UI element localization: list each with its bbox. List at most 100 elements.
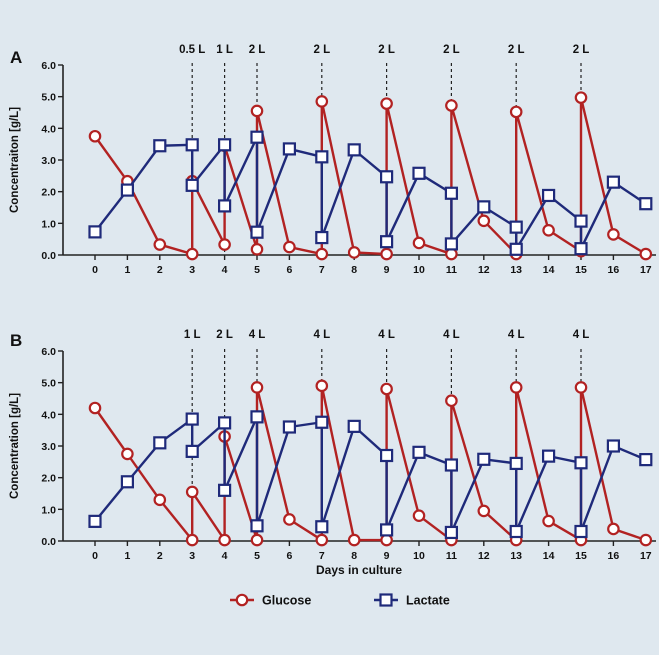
glucose-point [380,97,393,110]
lactate-point [218,199,232,213]
lactate-point [250,225,264,239]
lactate-point [153,139,167,153]
y-tick-label: 2.0 [41,187,56,199]
feed-label: 4 L [573,329,590,341]
y-tick-label: 6.0 [41,60,56,72]
glucose-marker-icon [235,593,249,607]
glucose-point [250,533,264,547]
y-tick-label: 6.0 [41,346,56,358]
lactate-point [639,197,653,211]
glucose-point [250,104,264,118]
lactate-point [315,150,329,164]
x-tick-label: 3 [189,550,195,562]
glucose-point [607,522,620,536]
lactate-point [282,142,296,156]
panel-b: B0.01.02.03.04.05.06.00 1 2 3 4 5 6 7 8 9 10 11 12 13… [9,329,656,577]
feed-label: 0.5 L [179,44,205,56]
lactate-point [88,514,102,528]
glucose-point [445,99,458,112]
lactate-point [120,183,135,197]
lactate-point [574,524,588,539]
glucose-point [574,381,588,394]
lactate-marker-icon [379,593,393,607]
legend-item-lactate: Lactate [374,593,450,608]
lactate-point [477,452,491,466]
x-tick-label: 1 [124,264,130,276]
x-tick-label: 11 [446,550,457,562]
lactate-point [185,444,199,458]
legend: Glucose Lactate [230,593,450,608]
y-axis-label: Concentration [g/L] [9,393,21,499]
x-tick-label: 8 [351,550,357,562]
glucose-point [574,91,588,104]
x-tick-label: 14 [543,550,555,562]
lactate-point [185,412,199,426]
glucose-point [445,394,458,408]
lactate-point [250,519,264,533]
feed-label: 2 L [443,44,460,56]
feed-label: 4 L [378,329,395,341]
lactate-point [606,439,621,453]
panel-letter: A [10,48,22,67]
glucose-point [250,381,264,394]
glucose-point [185,247,199,261]
glucose-line [94,96,647,256]
x-tick-label: 17 [640,550,652,562]
panel-letter: B [10,331,22,350]
lactate-point [185,138,199,152]
x-tick-label: 6 [286,550,292,562]
lactate-point [639,453,653,467]
x-tick-label: 2 [157,264,163,276]
glucose-point [315,95,329,108]
glucose-point [153,493,167,507]
feed-label: 4 L [249,329,266,341]
x-tick-label: 4 [222,550,228,562]
lactate-point [380,170,394,184]
lactate-point [444,525,458,540]
glucose-point [380,382,393,396]
lactate-point [282,420,296,434]
glucose-point [283,513,296,526]
glucose-point [218,533,231,547]
lactate-point [250,130,264,144]
legend-label: Glucose [262,594,311,608]
x-tick-label: 7 [319,264,325,276]
lactate-point [88,225,102,239]
glucose-point [121,447,134,461]
lactate-point [541,188,556,203]
y-tick-label: 3.0 [41,441,56,453]
x-tick-label: 13 [510,550,522,562]
glucose-point [250,243,264,256]
x-tick-label: 17 [640,264,652,276]
x-tick-label: 16 [608,550,620,562]
legend-label: Lactate [406,594,450,608]
lactate-line [94,135,647,251]
panel-a: A0.01.02.03.04.05.06.00 1 2 3 4 5 6 7 8 9 10 11 12 13… [9,44,656,276]
glucose-point [153,238,167,251]
lactate-point [412,166,426,180]
feed-label: 1 L [216,44,233,56]
glucose-point [477,214,491,228]
lactate-point [509,242,523,256]
glucose-point [542,514,555,528]
x-tick-label: 16 [608,264,620,276]
x-tick-label: 10 [413,264,425,276]
lactate-point [185,178,199,192]
glucose-point [639,247,653,261]
x-tick-label: 4 [222,264,228,276]
x-tick-label: 15 [575,264,587,276]
lactate-point [380,448,394,463]
x-tick-label: 7 [319,550,325,562]
y-tick-label: 4.0 [41,123,56,135]
glucose-point [509,105,523,119]
x-tick-label: 9 [384,264,390,276]
glucose-point [315,533,329,547]
lactate-point [412,445,426,459]
glucose-point [315,247,329,261]
feed-label: 4 L [508,329,525,341]
glucose-point [542,224,555,237]
lactate-point [606,175,621,189]
glucose-point [88,401,102,415]
lactate-point [444,237,458,251]
